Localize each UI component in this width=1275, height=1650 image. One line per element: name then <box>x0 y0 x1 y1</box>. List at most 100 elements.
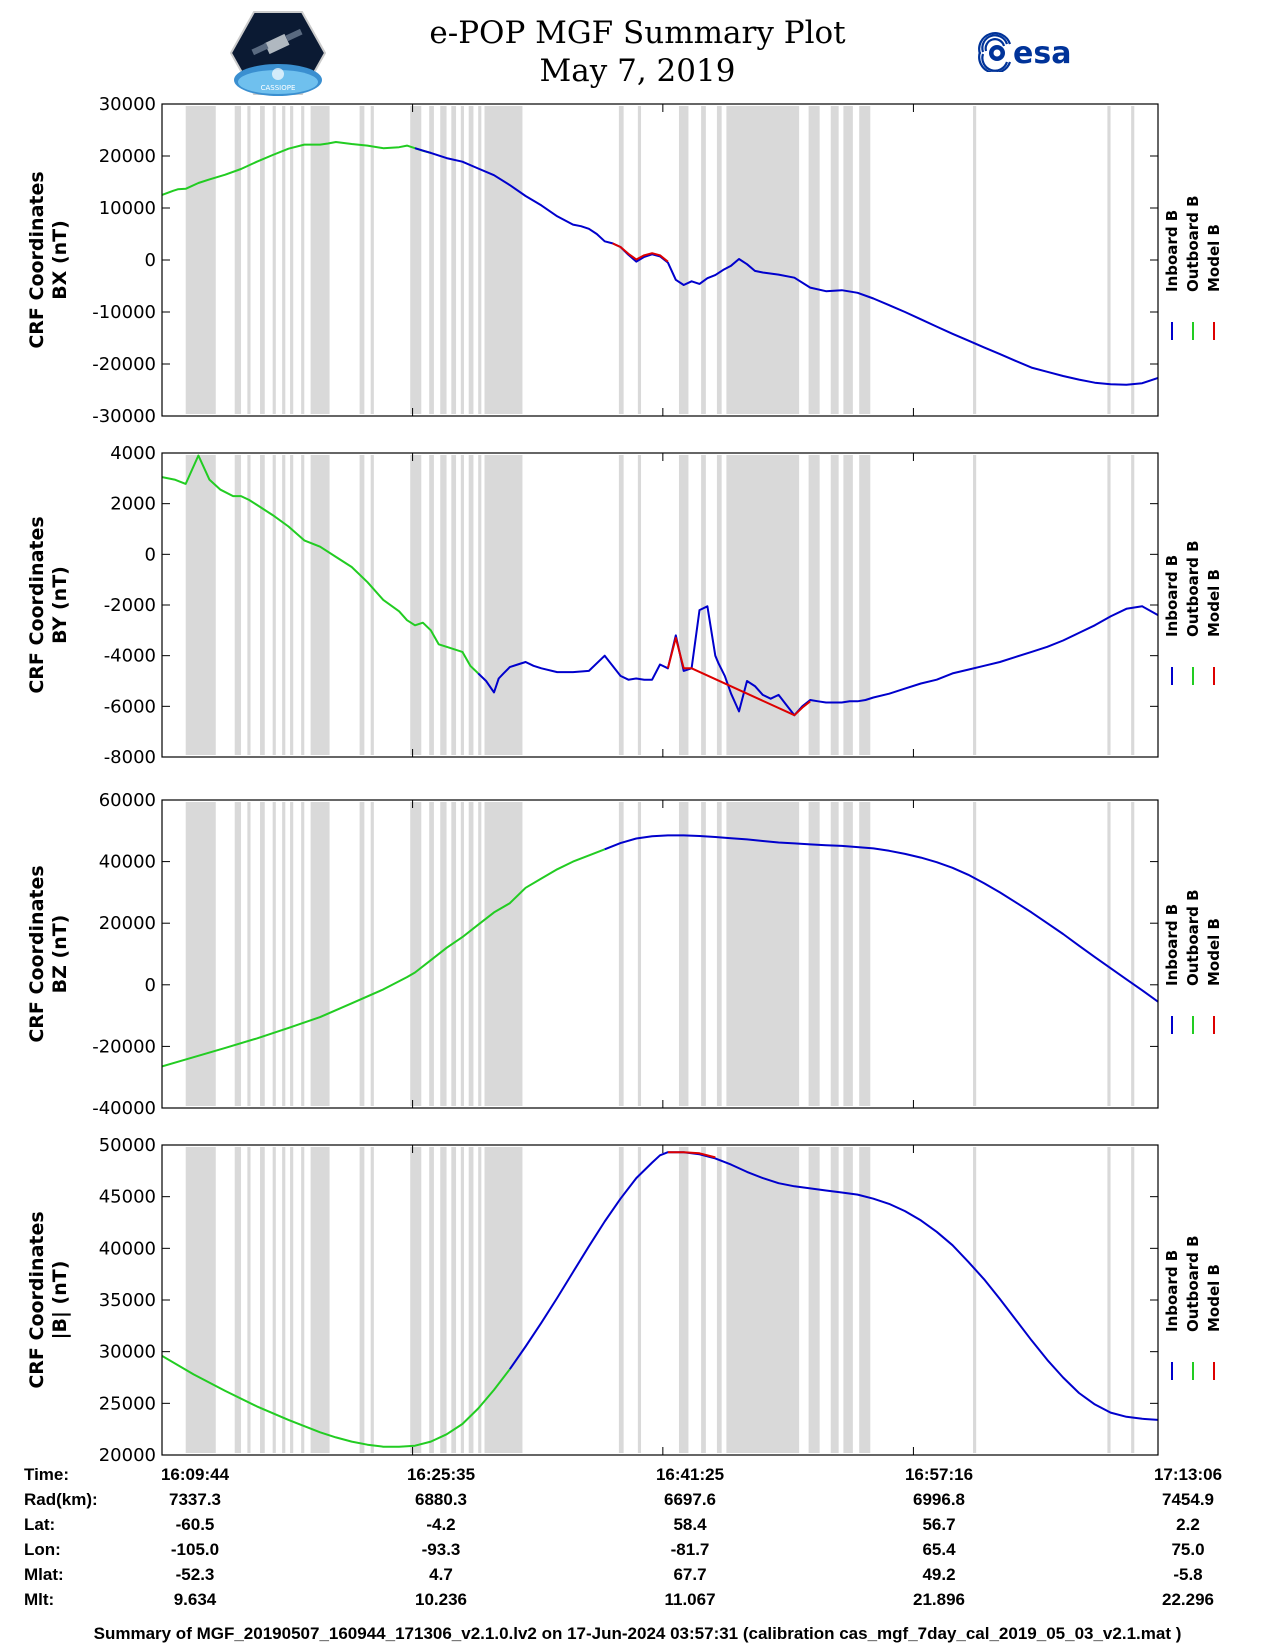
legend-label-outboard: Outboard B <box>1184 1235 1202 1332</box>
shaded-interval <box>618 106 624 414</box>
info-cell: 17:13:06 <box>1153 1465 1223 1484</box>
shaded-interval <box>1107 455 1111 755</box>
legend-label-inboard: Inboard B <box>1163 210 1181 292</box>
shaded-interval <box>843 1147 853 1453</box>
shaded-interval <box>1131 455 1135 755</box>
series-line-model <box>612 242 669 263</box>
legend-label-model: Model B <box>1205 569 1223 637</box>
plot-frame <box>161 103 1159 417</box>
series-line-outboard <box>162 454 479 675</box>
shaded-interval <box>637 1147 642 1453</box>
title-block: e-POP MGF Summary Plot May 7, 2019 <box>0 14 1275 90</box>
info-cell: -4.2 <box>426 1515 456 1534</box>
chart-panel-1: 30000 20000 10000 0 -10000 -20000 -30000 CRF Co… <box>26 94 1223 427</box>
shading-group <box>185 106 1135 414</box>
shaded-interval <box>678 106 689 414</box>
series-group <box>162 1151 1158 1448</box>
info-cell: -60.5 <box>175 1515 215 1534</box>
shaded-interval <box>678 802 689 1106</box>
shading-group <box>185 455 1135 755</box>
shaded-interval <box>410 455 422 755</box>
shading-group <box>185 802 1135 1106</box>
shaded-interval <box>859 1147 871 1453</box>
shaded-interval <box>290 802 294 1106</box>
shaded-interval <box>451 455 457 755</box>
shaded-interval <box>301 455 305 755</box>
y-tick-label: 20000 <box>99 913 156 934</box>
shaded-interval <box>484 1147 523 1453</box>
footer-caption: Summary of MGF_20190507_160944_171306_v2… <box>93 1624 1182 1643</box>
shaded-interval <box>410 106 422 414</box>
y-axis-label-line2: BY (nT) <box>49 566 71 644</box>
chart-panel-3: 60000 40000 20000 0 -20000 -40000 CRF Coordina… <box>26 790 1223 1119</box>
shaded-interval <box>272 1147 276 1453</box>
series-line-outboard <box>162 1354 511 1448</box>
shaded-interval <box>290 106 294 414</box>
y-tick-label: 2000 <box>110 494 156 515</box>
y-tick-label: 30000 <box>99 1342 156 1363</box>
plot-date: May 7, 2019 <box>539 53 736 89</box>
shaded-interval <box>370 455 374 755</box>
series-line-inboard <box>414 147 1158 386</box>
shaded-interval <box>973 106 977 414</box>
shaded-interval <box>359 802 365 1106</box>
info-row-label: Lon: <box>24 1540 61 1559</box>
shaded-interval <box>272 802 276 1106</box>
y-tick-label: -2000 <box>104 595 156 616</box>
shaded-interval <box>440 455 447 755</box>
shaded-interval <box>808 1147 820 1453</box>
shaded-interval <box>290 455 294 755</box>
shaded-interval <box>701 1147 706 1453</box>
shaded-interval <box>716 802 722 1106</box>
legend-label-inboard: Inboard B <box>1163 1250 1181 1332</box>
y-axis-label-line2: BX (nT) <box>49 220 71 300</box>
shaded-interval <box>301 802 305 1106</box>
y-axis-label-line1: CRF Coordinates <box>26 865 48 1042</box>
y-tick-label: -20000 <box>92 1036 156 1057</box>
shaded-interval <box>429 455 434 755</box>
legend-label-model: Model B <box>1205 918 1223 986</box>
y-tick-label: 20000 <box>99 1445 156 1466</box>
shaded-interval <box>701 802 706 1106</box>
shaded-interval <box>484 455 523 755</box>
series-line-inboard <box>508 1151 1158 1421</box>
info-row-label: Time: <box>24 1465 70 1484</box>
shaded-interval <box>484 802 523 1106</box>
shaded-interval <box>460 455 464 755</box>
shaded-interval <box>726 802 800 1106</box>
shaded-interval <box>716 1147 722 1453</box>
shaded-interval <box>618 455 624 755</box>
y-axis-label: CRF Coordinates|B| (nT) <box>26 1211 71 1388</box>
shaded-interval <box>247 1147 251 1453</box>
series-line-outboard <box>162 848 606 1068</box>
shaded-interval <box>478 455 482 755</box>
legend-label-inboard: Inboard B <box>1163 555 1181 637</box>
shaded-interval <box>234 1147 242 1453</box>
legend-label-model: Model B <box>1205 224 1223 292</box>
cassiope-logo-text: CASSIOPE <box>261 84 296 92</box>
y-axis-label: CRF CoordinatesBZ (nT) <box>26 865 71 1042</box>
shaded-interval <box>1131 802 1135 1106</box>
shaded-interval <box>310 106 330 414</box>
series-line-model <box>666 636 811 717</box>
info-row-label: Rad(km): <box>24 1490 98 1509</box>
shaded-interval <box>370 106 374 414</box>
shaded-interval <box>484 106 523 414</box>
info-row-label: Mlat: <box>24 1565 64 1584</box>
shaded-interval <box>701 455 706 755</box>
shaded-interval <box>843 802 853 1106</box>
shaded-interval <box>716 455 722 755</box>
info-cell: -52.3 <box>175 1565 215 1584</box>
y-tick-label: 4000 <box>110 443 156 464</box>
shaded-interval <box>282 1147 286 1453</box>
shaded-interval <box>260 802 265 1106</box>
plot-frame <box>161 452 1159 758</box>
y-tick-label: 40000 <box>99 852 156 873</box>
info-cell: 16:57:16 <box>904 1465 974 1484</box>
shaded-interval <box>234 455 242 755</box>
y-axis-label-line2: |B| (nT) <box>49 1261 71 1340</box>
y-tick-label: -4000 <box>104 646 156 667</box>
shaded-interval <box>260 1147 265 1453</box>
shaded-interval <box>468 802 474 1106</box>
y-tick-label: 25000 <box>99 1393 156 1414</box>
